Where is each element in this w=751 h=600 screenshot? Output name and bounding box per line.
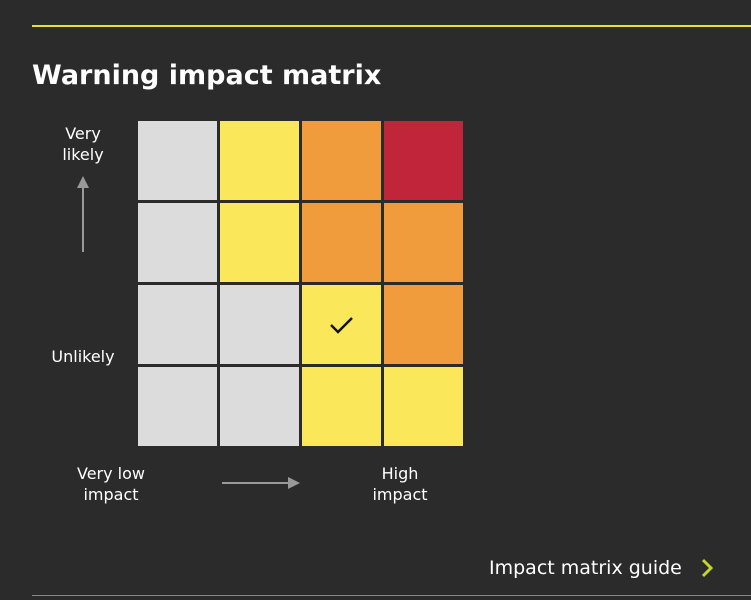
matrix-cell bbox=[384, 285, 463, 364]
guide-link[interactable]: Impact matrix guide bbox=[489, 555, 714, 581]
matrix-cell bbox=[220, 203, 299, 282]
matrix-cell bbox=[384, 367, 463, 446]
impact-left-label: Very low impact bbox=[77, 464, 145, 504]
matrix-cell bbox=[220, 285, 299, 364]
check-icon bbox=[330, 317, 353, 334]
bottom-rule bbox=[32, 595, 751, 596]
right-arrow bbox=[222, 477, 300, 489]
matrix-cell bbox=[138, 203, 217, 282]
matrix-cell bbox=[384, 121, 463, 200]
matrix-cell bbox=[220, 121, 299, 200]
up-arrow bbox=[77, 176, 89, 252]
matrix-cell bbox=[220, 367, 299, 446]
matrix-cell bbox=[138, 367, 217, 446]
matrix-cell bbox=[302, 203, 381, 282]
top-rule bbox=[32, 25, 751, 27]
matrix-cell bbox=[302, 367, 381, 446]
impact-matrix bbox=[138, 121, 464, 447]
likelihood-bottom-label: Unlikely bbox=[51, 347, 115, 366]
chevron-icon bbox=[701, 558, 713, 578]
guide-link-text[interactable]: Impact matrix guide bbox=[489, 557, 682, 579]
matrix-cell bbox=[302, 121, 381, 200]
impact-right-label: High impact bbox=[372, 464, 428, 504]
title: Warning impact matrix bbox=[32, 60, 382, 91]
matrix-cell bbox=[138, 285, 217, 364]
matrix-cell-selected bbox=[302, 285, 381, 364]
likelihood-top-label: Very likely bbox=[62, 124, 104, 164]
matrix-cell bbox=[138, 121, 217, 200]
matrix-cell bbox=[384, 203, 463, 282]
